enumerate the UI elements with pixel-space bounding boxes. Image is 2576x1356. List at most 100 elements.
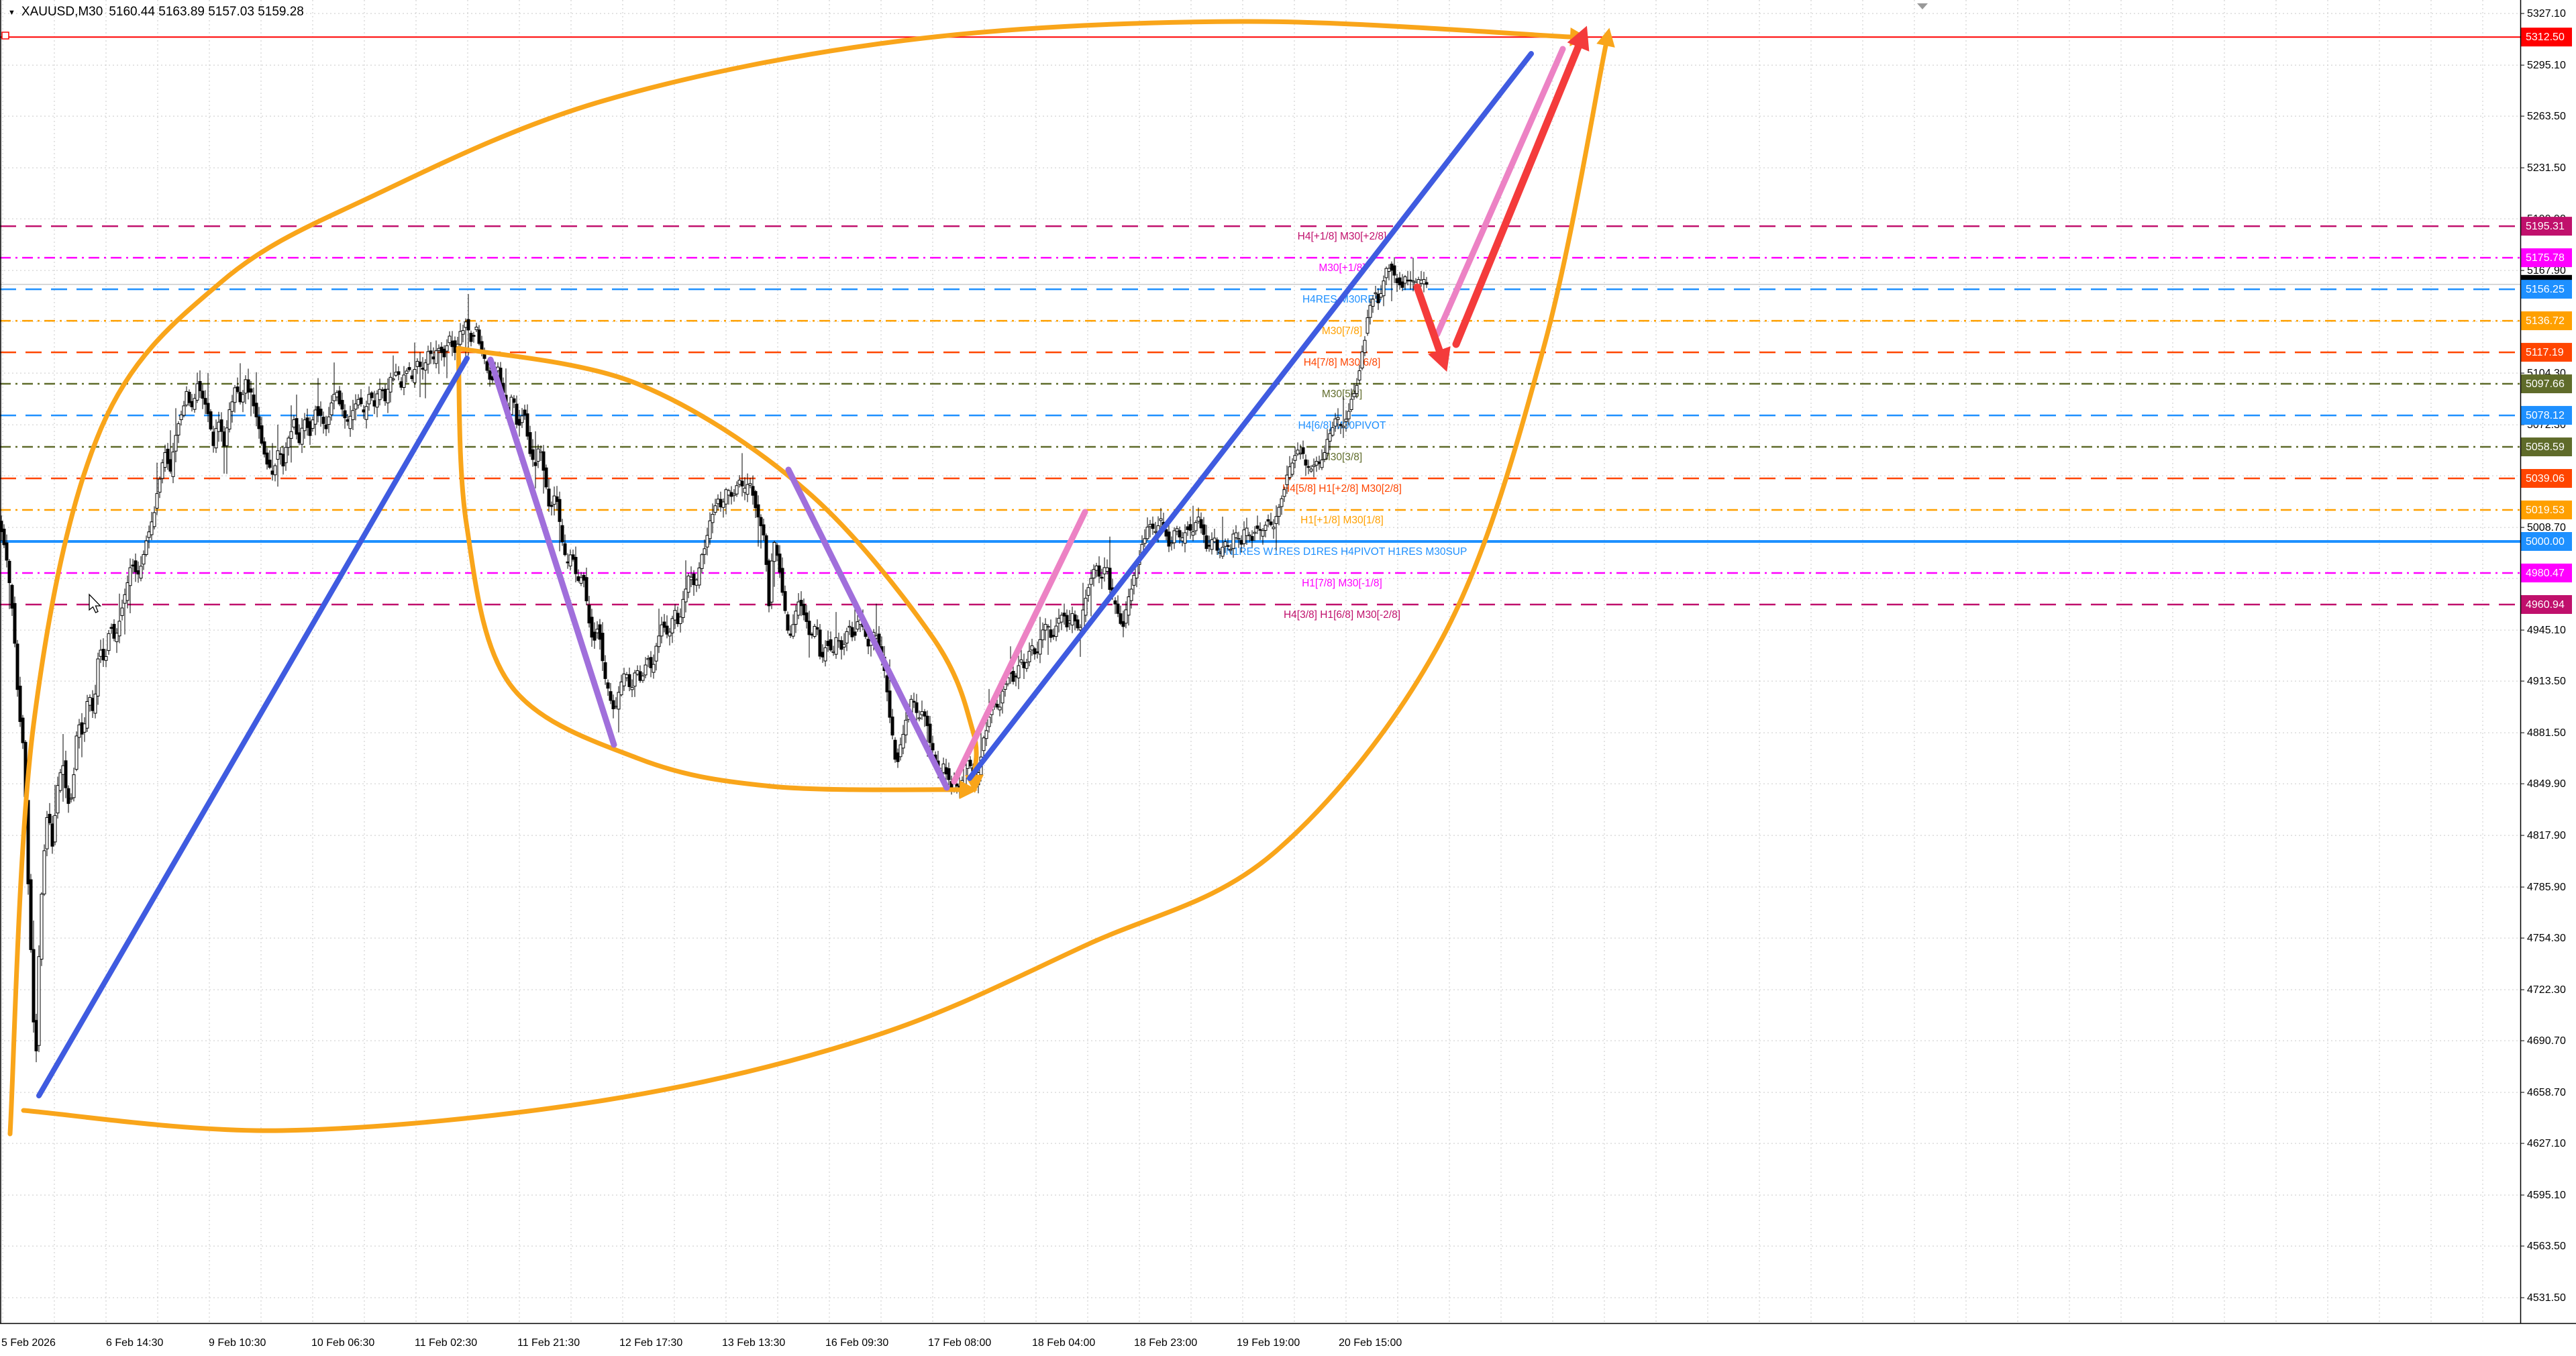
candle-bullish <box>1325 439 1329 454</box>
time-axis[interactable]: 5 Feb 2026 6 Feb 14:30 9 Feb 10:30 10 Feb 0… <box>1 1337 1402 1349</box>
candle-bearish <box>912 700 916 703</box>
candle-bearish <box>32 949 36 1023</box>
candle-bullish <box>434 350 438 364</box>
candle-bearish <box>295 418 299 435</box>
candle-bearish <box>0 521 3 532</box>
price-badge <box>2521 217 2572 236</box>
big-ellipse-bottom-arc[interactable] <box>21 43 1608 1133</box>
candle-bullish <box>1041 629 1045 641</box>
candle-bullish <box>552 495 556 505</box>
murrey-level-label: H4[+1/8] M30[+2/8] <box>1298 231 1387 242</box>
mid-ellipse-top-arc[interactable] <box>456 346 979 778</box>
candle-bearish <box>18 686 22 722</box>
candle-bullish <box>1170 542 1174 544</box>
candle-bullish <box>1231 533 1235 549</box>
pink-trendline-1[interactable] <box>951 509 1088 785</box>
price-axis[interactable]: 5327.105295.105263.505231.505199.905167.… <box>2520 8 2566 1304</box>
selection-handle[interactable] <box>1 32 9 40</box>
candle-bullish <box>1360 351 1364 369</box>
red-arrow-up[interactable] <box>1452 43 1582 348</box>
mid-ellipse-bottom-arc[interactable] <box>456 346 962 792</box>
murrey-level-label: M30[3/8] <box>1322 452 1362 463</box>
murrey-level-label: M30[5/8] <box>1322 388 1362 400</box>
candle-bullish <box>1191 531 1195 536</box>
candle-bullish <box>834 637 838 655</box>
candle-bearish <box>281 454 285 467</box>
candle-bullish <box>1355 384 1359 395</box>
candle-bullish <box>901 733 905 749</box>
price-badge-label: 5117.19 <box>2526 347 2564 358</box>
candle-bullish <box>160 462 164 479</box>
blue-trendline-2[interactable] <box>967 51 1534 781</box>
candle-bullish <box>1333 418 1337 427</box>
candle-bullish <box>732 493 736 497</box>
price-badge-label: 5136.72 <box>2526 315 2565 327</box>
price-badge-label: 5019.53 <box>2526 505 2565 516</box>
candle-bearish <box>601 633 605 662</box>
candle-bullish <box>386 388 390 404</box>
candle-bearish <box>550 505 554 507</box>
price-tick-label: 4722.30 <box>2527 984 2566 996</box>
candle-bullish <box>1143 538 1147 544</box>
candle-bearish <box>1164 529 1168 537</box>
candle-bearish <box>676 613 680 625</box>
candle-bullish <box>920 711 924 715</box>
candle-bearish <box>890 717 894 736</box>
candle-bearish <box>547 488 551 507</box>
candle-bearish <box>260 425 264 444</box>
candle-bullish <box>83 723 87 733</box>
price-tick-label: 4531.50 <box>2527 1292 2566 1304</box>
candle-bearish <box>319 409 323 416</box>
candle-bullish <box>96 658 100 696</box>
candle-bullish <box>292 419 296 427</box>
candle-bearish <box>321 417 325 424</box>
candle-bearish <box>1202 524 1206 535</box>
candle-bearish <box>1097 565 1101 577</box>
candle-bearish <box>662 621 666 628</box>
symbol-dropdown-icon[interactable]: ▼ <box>8 9 15 17</box>
price-badge <box>2521 311 2572 331</box>
candle-bullish <box>633 672 637 687</box>
candle-bullish <box>1296 450 1300 455</box>
candle-bearish <box>472 335 476 337</box>
price-badge <box>2521 406 2572 425</box>
time-axis-label: 17 Feb 08:00 <box>928 1337 991 1349</box>
candle-bullish <box>1030 645 1034 651</box>
blue-trendline-1[interactable] <box>36 356 470 1098</box>
red-arrow-up-arrowhead[interactable] <box>1567 25 1590 52</box>
candle-bullish <box>1223 541 1227 547</box>
candle-bullish <box>1320 459 1324 468</box>
candle-bearish <box>372 400 376 407</box>
red-arrow-down[interactable] <box>1413 283 1443 354</box>
pink-trendline-2[interactable] <box>1434 46 1566 337</box>
candle-bullish <box>716 499 720 505</box>
big-ellipse-bottom-arc-arrowhead[interactable] <box>1596 28 1615 48</box>
candle-bullish <box>115 633 119 642</box>
candle-bullish <box>1003 684 1007 690</box>
candle-bearish <box>1390 263 1394 271</box>
candle-bullish <box>171 452 175 477</box>
price-tick-label: 4785.90 <box>2527 882 2566 893</box>
candle-bearish <box>466 319 470 331</box>
big-ellipse-top-arc[interactable] <box>7 19 1573 1137</box>
candle-bullish <box>179 414 183 421</box>
candle-bearish <box>109 627 113 629</box>
candle-bullish <box>287 437 291 448</box>
candle-bullish <box>107 633 111 651</box>
price-badge <box>2521 563 2572 582</box>
candle-bullish <box>684 588 688 603</box>
mid-ellipse-bottom-arc-arrowhead[interactable] <box>959 780 978 800</box>
candle-bullish <box>689 576 693 580</box>
candle-bullish <box>1323 452 1327 460</box>
purple-trendline-1[interactable] <box>487 356 617 748</box>
purple-trendline-2[interactable] <box>785 466 950 791</box>
candle-bullish <box>1229 549 1233 551</box>
chart-shift-marker[interactable] <box>1917 3 1928 9</box>
candle-bullish <box>791 624 795 637</box>
candle-bearish <box>528 432 532 454</box>
candle-bearish <box>853 631 857 636</box>
red-arrow-down-arrowhead[interactable] <box>1428 346 1451 372</box>
candle-bullish <box>1379 293 1383 298</box>
price-tick-label: 5327.10 <box>2527 8 2566 19</box>
